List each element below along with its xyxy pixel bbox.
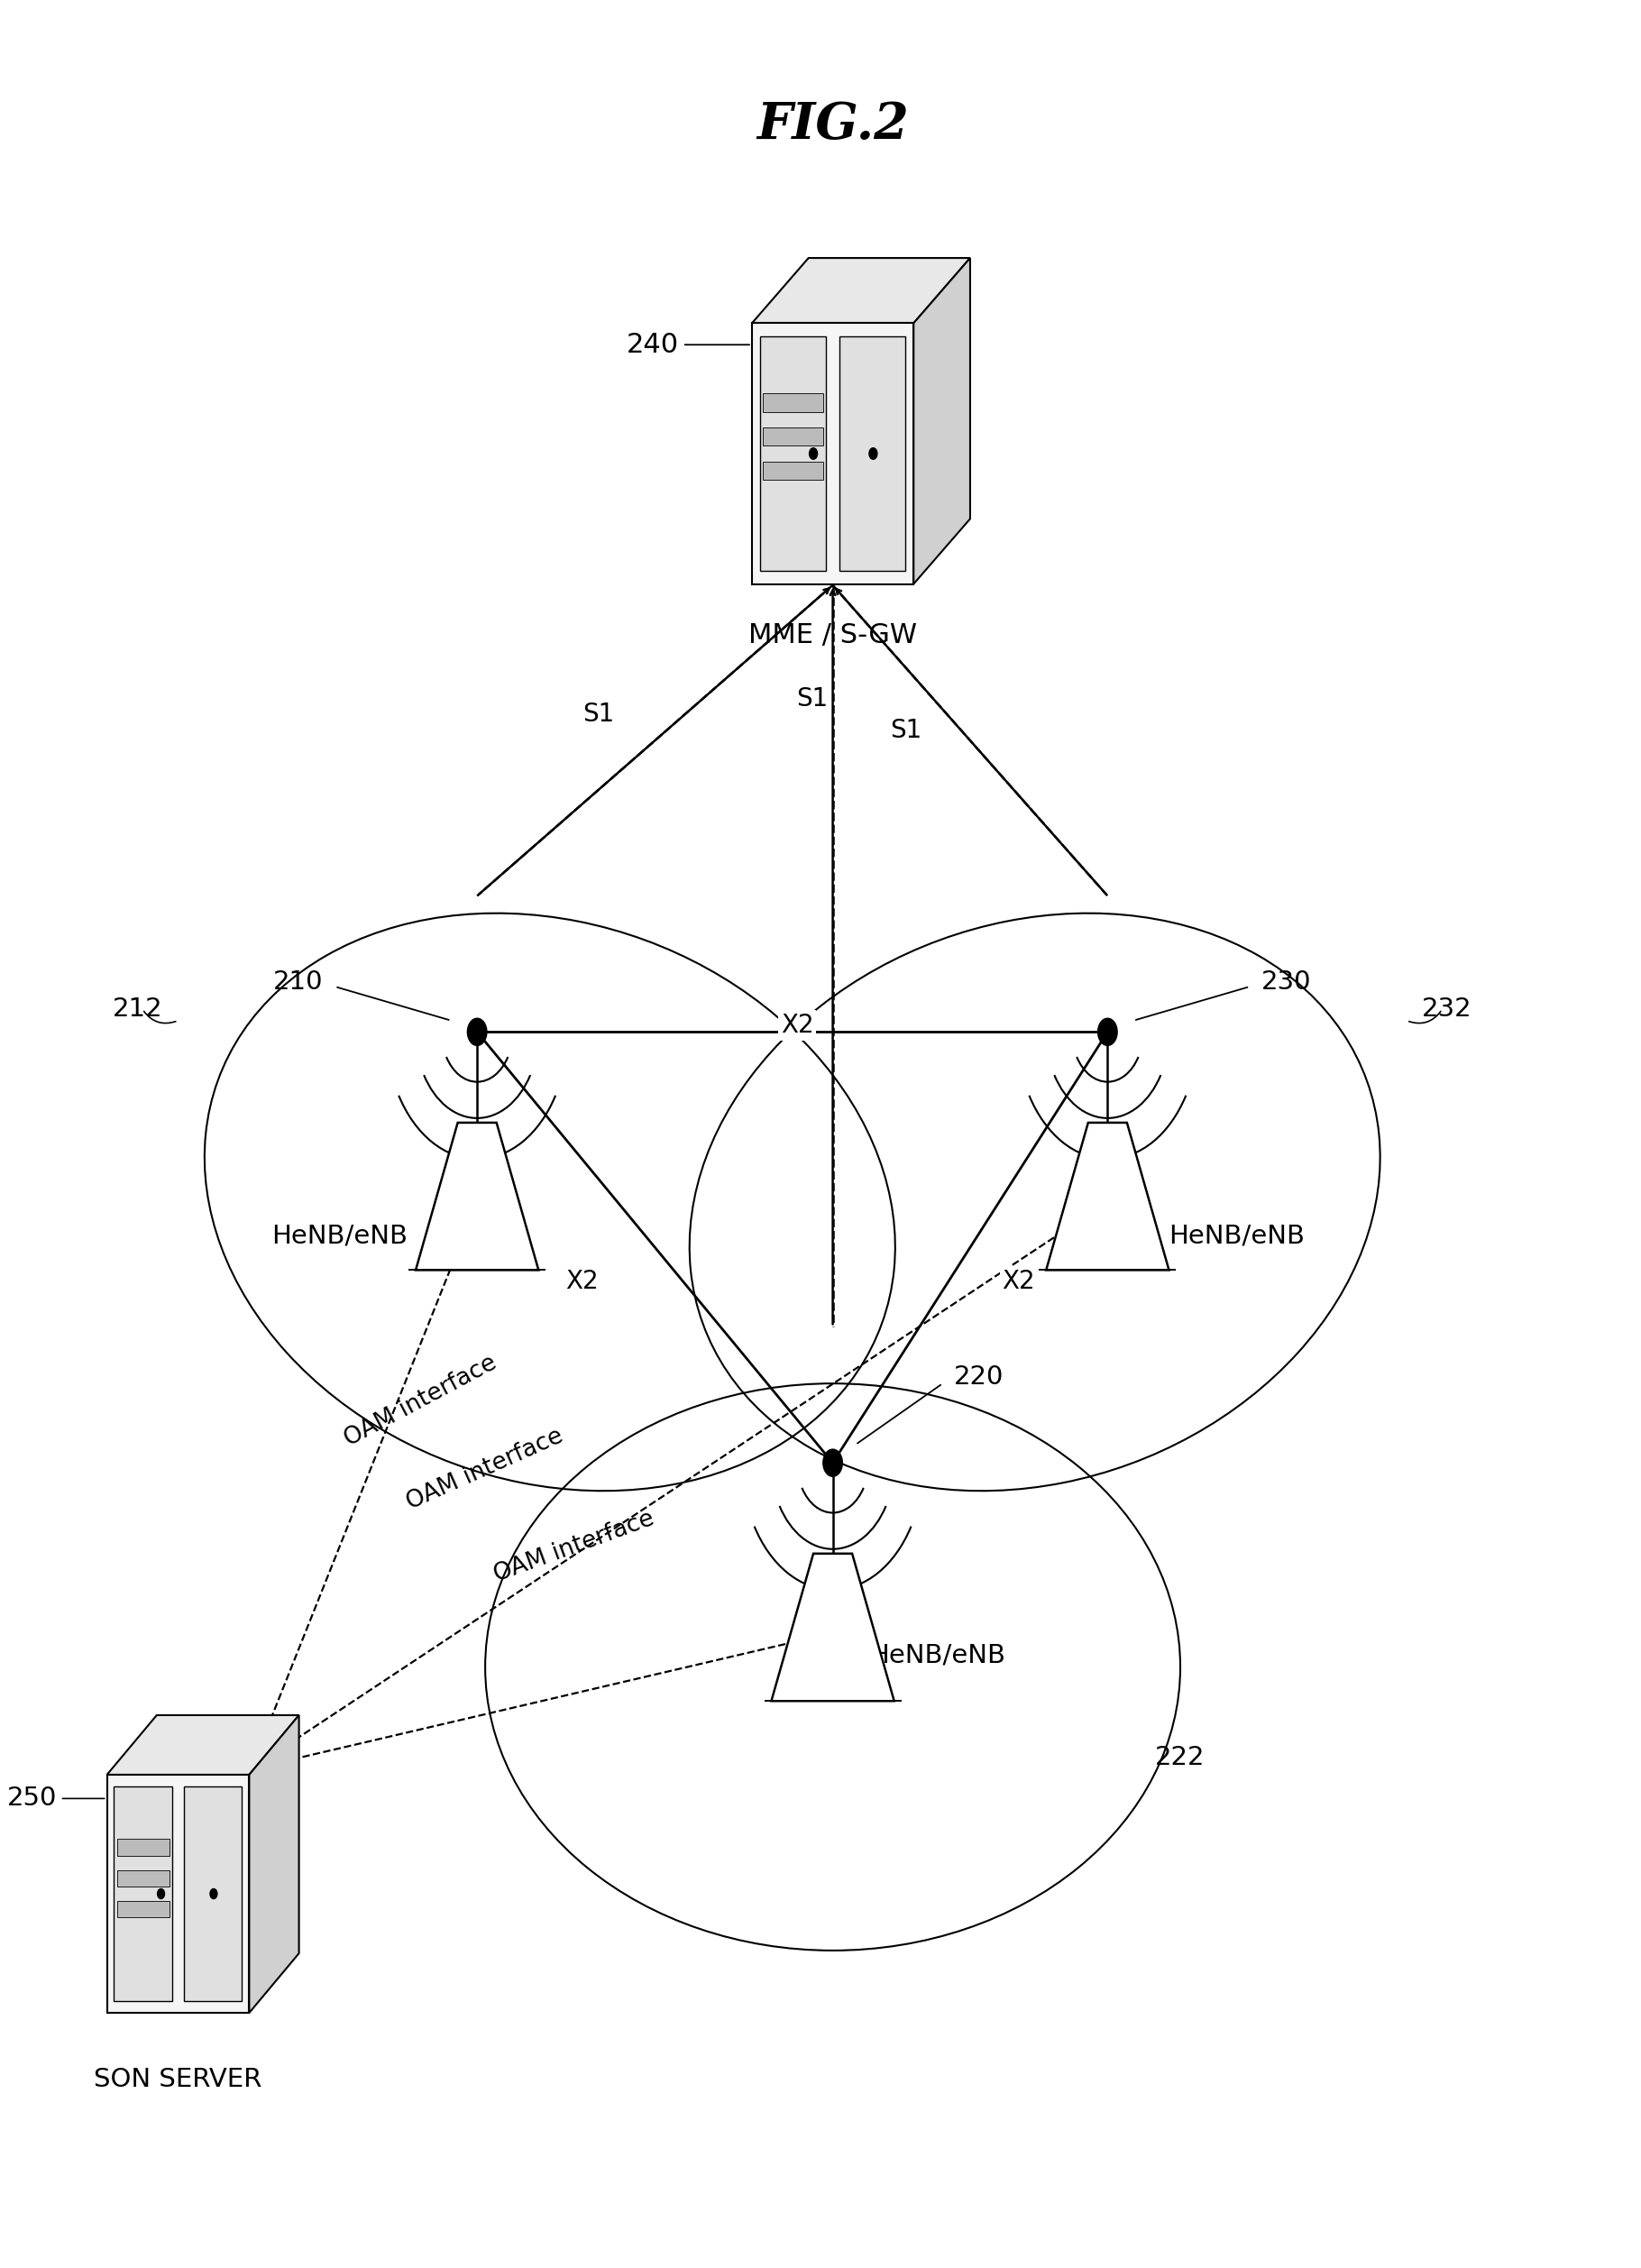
Polygon shape: [752, 259, 970, 322]
Polygon shape: [760, 336, 827, 572]
Polygon shape: [117, 1901, 169, 1919]
Circle shape: [158, 1889, 164, 1898]
Polygon shape: [763, 460, 824, 479]
Text: 222: 222: [1155, 1744, 1206, 1771]
Polygon shape: [839, 336, 906, 572]
Polygon shape: [771, 1554, 894, 1701]
Text: FIG.2: FIG.2: [757, 100, 909, 150]
Text: X2: X2: [1003, 1268, 1035, 1295]
Polygon shape: [107, 1774, 249, 2014]
Polygon shape: [117, 1839, 169, 1855]
Circle shape: [210, 1889, 217, 1898]
Text: OAM interface: OAM interface: [340, 1352, 501, 1452]
Text: OAM interface: OAM interface: [404, 1424, 568, 1515]
Text: HeNB/eNB: HeNB/eNB: [272, 1222, 407, 1250]
Circle shape: [1098, 1018, 1118, 1046]
Polygon shape: [752, 322, 914, 583]
Text: X2: X2: [781, 1012, 814, 1039]
Text: 210: 210: [274, 968, 323, 996]
Text: 230: 230: [1262, 968, 1311, 996]
Text: S1: S1: [889, 717, 921, 744]
Polygon shape: [763, 395, 824, 413]
Text: HeNB/eNB: HeNB/eNB: [1168, 1222, 1305, 1250]
Text: S1: S1: [583, 701, 614, 728]
Text: 212: 212: [113, 996, 162, 1023]
Polygon shape: [249, 1715, 299, 2014]
Text: OAM interface: OAM interface: [491, 1506, 658, 1588]
Text: 232: 232: [1423, 996, 1472, 1023]
Text: 220: 220: [953, 1363, 1004, 1390]
Text: S1: S1: [796, 685, 827, 712]
Circle shape: [809, 447, 817, 458]
Text: 250: 250: [7, 1785, 57, 1812]
Circle shape: [870, 447, 878, 458]
Polygon shape: [763, 426, 824, 447]
Text: MME / S-GW: MME / S-GW: [748, 621, 917, 649]
Circle shape: [824, 1449, 842, 1476]
Polygon shape: [113, 1787, 172, 2000]
Text: 240: 240: [627, 331, 679, 358]
Text: SON SERVER: SON SERVER: [94, 2066, 263, 2093]
Polygon shape: [1045, 1123, 1168, 1270]
Polygon shape: [117, 1869, 169, 1887]
Polygon shape: [107, 1715, 299, 1774]
Circle shape: [468, 1018, 487, 1046]
Text: X2: X2: [566, 1268, 599, 1295]
Polygon shape: [184, 1787, 243, 2000]
Polygon shape: [914, 259, 970, 583]
Text: HeNB/eNB: HeNB/eNB: [870, 1642, 1006, 1669]
Polygon shape: [415, 1123, 538, 1270]
